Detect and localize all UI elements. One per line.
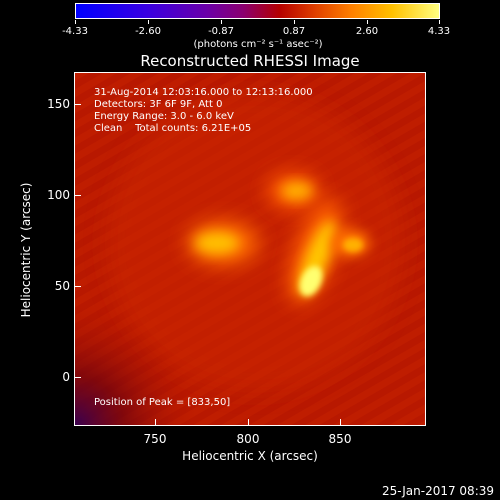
info-detectors: Detectors: 3F 6F 9F, Att 0	[94, 99, 223, 110]
x-tick-label: 750	[143, 432, 167, 446]
x-tick	[340, 419, 341, 425]
info-peak-position: Position of Peak = [833,50]	[94, 397, 231, 408]
image-heatmap	[75, 73, 425, 425]
info-clean-counts: Clean Total counts: 6.21E+05	[94, 123, 252, 134]
colorbar-tick	[221, 20, 222, 24]
info-energy-range: Energy Range: 3.0 - 6.0 keV	[94, 111, 234, 122]
y-tick	[75, 377, 81, 378]
colorbar-label: 0.87	[282, 26, 306, 37]
y-tick-label: 100	[47, 188, 70, 202]
colorbar-label: -4.33	[62, 26, 88, 37]
y-tick-label: 50	[54, 279, 70, 293]
info-time-range: 31-Aug-2014 12:03:16.000 to 12:13:16.000	[94, 87, 313, 98]
colorbar-label: 2.60	[355, 26, 379, 37]
rhessi-image: 31-Aug-2014 12:03:16.000 to 12:13:16.000…	[74, 72, 426, 426]
y-tick-label: 0	[62, 370, 70, 384]
y-tick	[75, 286, 81, 287]
y-tick	[75, 195, 81, 196]
colorbar	[75, 3, 440, 19]
x-tick-label: 800	[236, 432, 260, 446]
x-tick-label: 850	[328, 432, 352, 446]
colorbar-label: 4.33	[427, 26, 451, 37]
y-tick-label: 150	[47, 97, 70, 111]
colorbar-tick	[367, 20, 368, 24]
colorbar-tick	[294, 20, 295, 24]
x-tick	[155, 419, 156, 425]
colorbar-tick	[75, 20, 76, 24]
x-axis-label: Heliocentric X (arcsec)	[182, 449, 318, 463]
colorbar-units: (photons cm⁻² s⁻¹ asec⁻²)	[193, 39, 323, 50]
timestamp: 25-Jan-2017 08:39	[381, 484, 494, 498]
image-title: Reconstructed RHESSI Image	[140, 52, 360, 70]
y-axis-label: Heliocentric Y (arcsec)	[19, 182, 33, 318]
colorbar-label: -2.60	[135, 26, 161, 37]
colorbar-label: -0.87	[208, 26, 234, 37]
x-tick	[248, 419, 249, 425]
colorbar-tick	[439, 20, 440, 24]
colorbar-tick	[148, 20, 149, 24]
y-tick	[75, 104, 81, 105]
